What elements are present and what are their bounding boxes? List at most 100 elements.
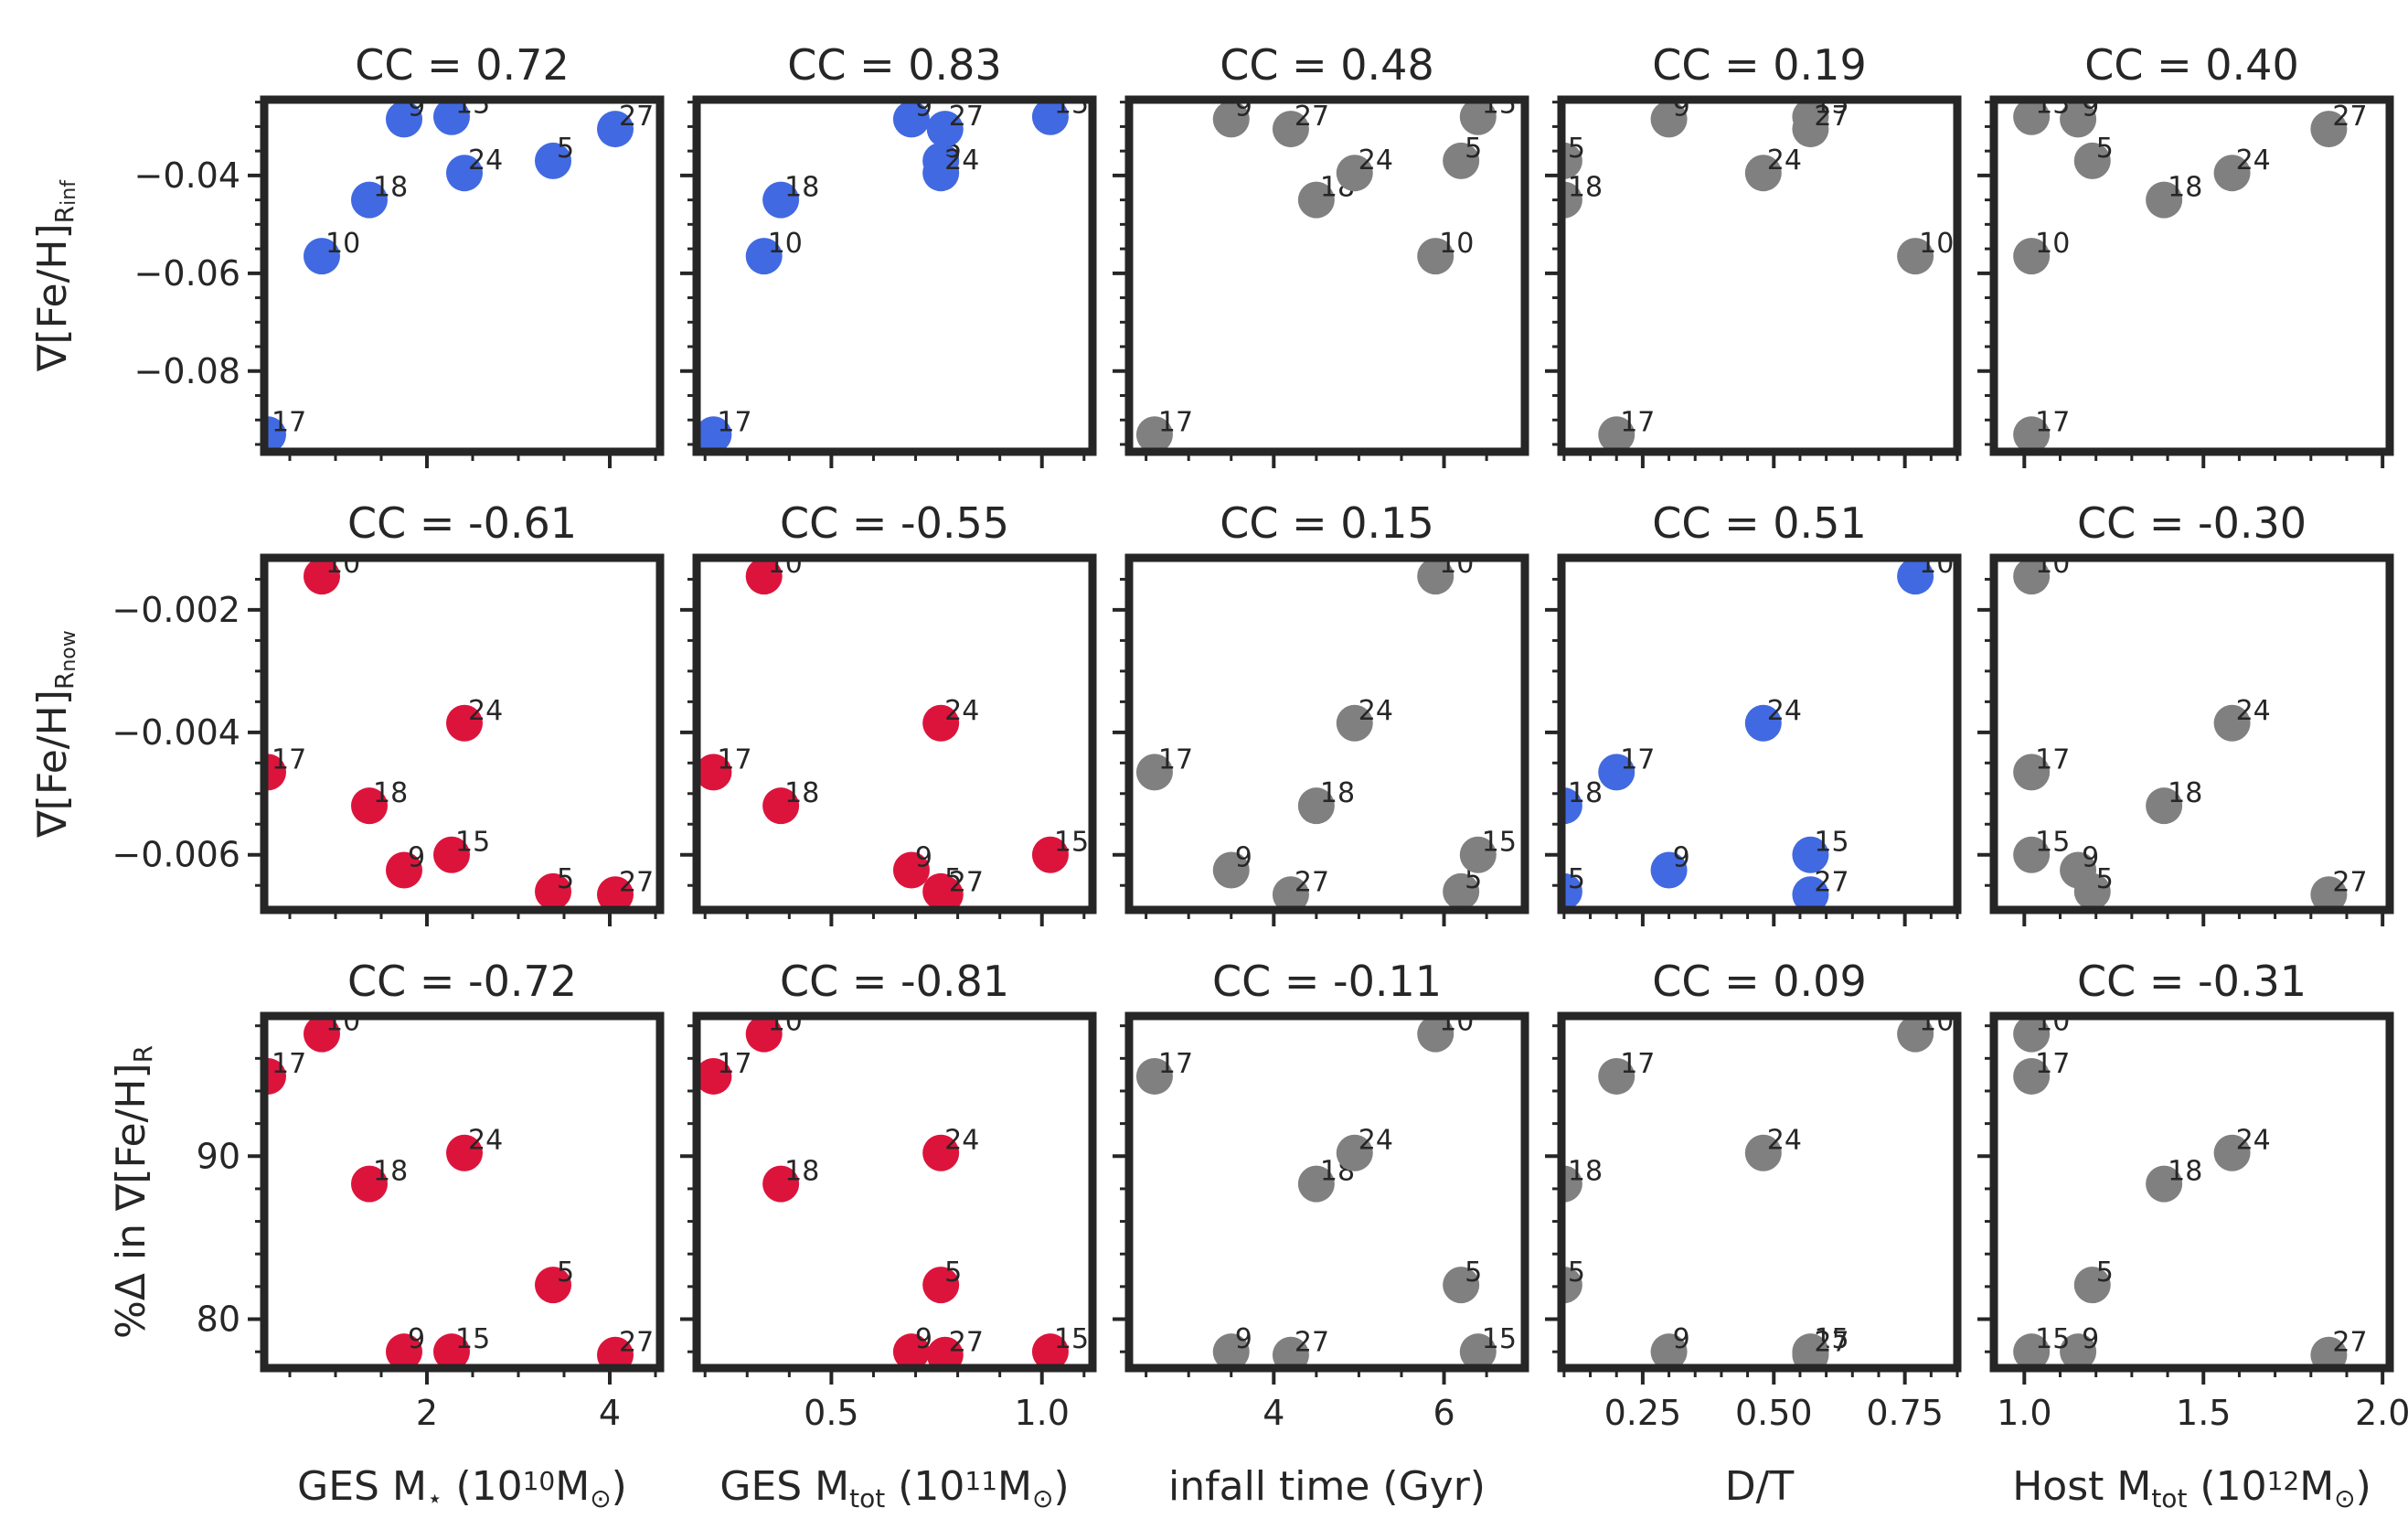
point-r3-c2-halo-27: [926, 1336, 964, 1368]
point-r1-c3-halo-9: [1212, 101, 1250, 138]
point-label-r1-c2-halo-9: 9: [915, 91, 932, 123]
point-label-r1-c4-halo-18: 18: [1568, 172, 1603, 204]
point-label-r1-c5-halo-18: 18: [2168, 172, 2202, 204]
point-label-r2-c4-halo-18: 18: [1568, 777, 1603, 809]
point-label-r1-c1-halo-24: 24: [468, 144, 503, 176]
panel-title-r1-c5: CC = 0.40: [2084, 40, 2298, 90]
point-label-r2-c1-halo-17: 17: [272, 743, 306, 775]
y-tick-label-r3-c1-1: 90: [197, 1136, 240, 1176]
point-label-r3-c1-halo-18: 18: [373, 1156, 408, 1188]
y-tick-label-r1-c1-1: −0.06: [134, 253, 240, 294]
point-r1-c1-halo-27: [597, 111, 634, 148]
point-r2-c2-halo-18: [762, 787, 800, 825]
point-label-r3-c5-halo-5: 5: [2096, 1257, 2114, 1289]
point-label-r2-c5-halo-5: 5: [2096, 863, 2114, 895]
point-r1-c1-halo-18: [351, 181, 388, 219]
point-r3-c2-halo-10: [745, 1016, 783, 1053]
point-r3-c3-halo-5: [1443, 1267, 1480, 1304]
point-r2-c1-halo-24: [446, 704, 483, 742]
y-tick-label-r1-c1-2: −0.08: [134, 351, 240, 391]
panel-title-r1-c2: CC = 0.83: [787, 40, 1001, 90]
point-label-r3-c4-halo-9: 9: [1673, 1323, 1690, 1355]
point-label-r1-c1-halo-18: 18: [373, 172, 408, 204]
point-label-r1-c2-halo-10: 10: [768, 228, 803, 260]
x-tick-label-r3-c1-0: 2: [416, 1393, 438, 1433]
point-r1-c4-halo-18: [1561, 181, 1582, 219]
panel-r1-c4: CC = 0.19 5 9 10 15 17 18 24 27: [1545, 40, 1962, 468]
point-label-r3-c2-halo-27: 27: [949, 1327, 984, 1359]
point-r1-c4-halo-9: [1650, 101, 1688, 138]
x-tick-label-r3-c5-2: 2.0: [2355, 1393, 2408, 1433]
point-r2-c2-halo-15: [1031, 836, 1069, 873]
point-label-r1-c5-halo-17: 17: [2035, 406, 2070, 438]
point-label-r3-c2-halo-15: 15: [1054, 1323, 1089, 1355]
point-r1-c1-halo-24: [446, 155, 483, 192]
point-label-r1-c1-halo-10: 10: [325, 228, 360, 260]
point-r3-c3-halo-15: [1459, 1333, 1497, 1368]
x-tick-label-r3-c4-2: 0.75: [1866, 1393, 1944, 1433]
point-r3-c4-halo-17: [1598, 1057, 1636, 1095]
point-label-r2-c4-halo-10: 10: [1919, 548, 1954, 580]
panel-title-r2-c4: CC = 0.51: [1652, 498, 1866, 548]
panel-r1-c1: CC = 0.72 5 9 10 15 17 18 24 27 −0.04 −0.06 −0.08: [134, 40, 665, 468]
point-label-r2-c4-halo-15: 15: [1814, 827, 1849, 859]
point-label-r2-c4-halo-9: 9: [1673, 841, 1690, 873]
point-r2-c3-halo-17: [1135, 754, 1173, 791]
point-r2-c5-halo-17: [2013, 754, 2051, 791]
panel-title-r1-c3: CC = 0.48: [1220, 40, 1433, 90]
point-label-r3-c3-halo-5: 5: [1465, 1257, 1482, 1289]
point-r2-c1-halo-15: [433, 836, 470, 873]
point-label-r1-c5-halo-24: 24: [2236, 144, 2271, 176]
point-r3-c3-halo-18: [1297, 1165, 1335, 1203]
point-label-r3-c3-halo-15: 15: [1482, 1323, 1517, 1355]
point-label-r1-c1-halo-17: 17: [272, 406, 306, 438]
point-label-r1-c3-halo-24: 24: [1358, 144, 1393, 176]
y-axis-label-r3: %Δ in ∇[Fe/H]R: [108, 1045, 158, 1339]
point-r2-c4-halo-24: [1744, 704, 1782, 742]
point-label-r2-c3-halo-17: 17: [1158, 743, 1193, 775]
point-r3-c1-halo-10: [304, 1016, 340, 1053]
point-r3-c5-halo-27: [2310, 1336, 2348, 1368]
panel-title-r3-c5: CC = -0.31: [2077, 957, 2307, 1006]
point-label-r3-c1-halo-15: 15: [455, 1323, 490, 1355]
point-label-r1-c4-halo-15: 15: [1814, 89, 1849, 121]
x-axis-label-c5: Host Mtot (1012M⊙): [2012, 1463, 2371, 1513]
point-label-r1-c3-halo-27: 27: [1295, 101, 1329, 133]
point-r3-c3-halo-9: [1212, 1333, 1250, 1368]
point-r3-c3-halo-17: [1135, 1057, 1173, 1095]
point-r3-c1-halo-15: [433, 1333, 470, 1368]
point-r2-c3-halo-18: [1297, 787, 1335, 825]
point-r3-c4-halo-5: [1561, 1267, 1582, 1304]
point-r1-c3-halo-10: [1417, 238, 1454, 275]
point-label-r2-c4-halo-27: 27: [1814, 866, 1849, 898]
point-r3-c4-halo-27: [1792, 1336, 1829, 1368]
x-tick-label-r3-c3-1: 6: [1433, 1393, 1454, 1433]
point-r1-c5-halo-10: [2013, 238, 2051, 275]
point-label-r1-c1-halo-5: 5: [557, 133, 574, 165]
y-tick-label-r2-c1-0: −0.002: [112, 590, 240, 630]
point-r2-c1-halo-5: [535, 872, 571, 910]
point-label-r1-c5-halo-9: 9: [2082, 91, 2099, 123]
panel-r2-c5: CC = -0.30 59 10 15 17 18 24 27: [1977, 498, 2394, 926]
point-label-r1-c4-halo-24: 24: [1767, 144, 1802, 176]
point-label-r3-c4-halo-27: 27: [1814, 1327, 1849, 1359]
point-r2-c5-halo-9: [2060, 851, 2097, 889]
point-r3-c2-halo-24: [922, 1134, 960, 1171]
point-r1-c2-halo-10: [745, 238, 783, 275]
point-r3-c4-halo-18: [1561, 1165, 1582, 1203]
point-r2-c5-halo-18: [2146, 787, 2183, 825]
point-r3-c2-halo-9: [892, 1333, 930, 1368]
point-label-r3-c2-halo-17: 17: [717, 1048, 751, 1080]
point-r3-c5-halo-15: [2013, 1333, 2051, 1368]
point-label-r2-c3-halo-10: 10: [1439, 548, 1474, 580]
point-r2-c2-halo-27: [926, 876, 964, 910]
point-label-r3-c1-halo-9: 9: [408, 1323, 425, 1355]
point-r1-c2-halo-18: [762, 181, 800, 219]
point-r2-c4-halo-27: [1792, 876, 1829, 910]
point-label-r2-c2-halo-24: 24: [944, 695, 979, 727]
point-r1-c2-halo-15: [1031, 100, 1069, 135]
point-r1-c5-halo-18: [2146, 181, 2183, 219]
x-tick-label-r3-c4-0: 0.25: [1604, 1393, 1682, 1433]
point-label-r1-c4-halo-10: 10: [1919, 228, 1954, 260]
point-r2-c3-halo-10: [1417, 558, 1454, 595]
